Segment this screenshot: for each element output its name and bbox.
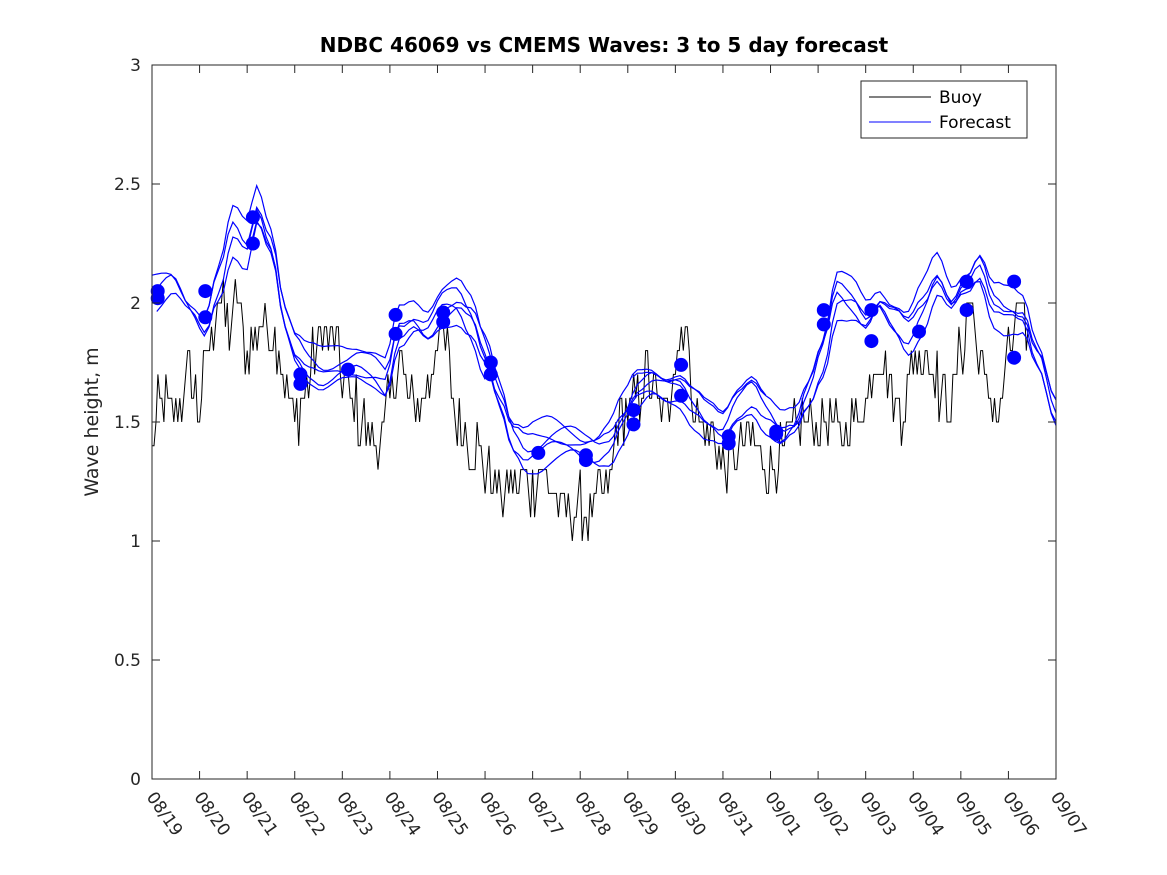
forecast-marker-12 — [436, 315, 451, 329]
forecast-marker-29 — [864, 334, 879, 349]
y-tick-label-5: 2.5 — [114, 175, 141, 195]
y-tick-label-4: 2 — [130, 294, 141, 314]
forecast-marker-19 — [626, 417, 641, 432]
forecast-marker-13 — [483, 355, 498, 370]
legend: Buoy Forecast — [860, 80, 1028, 139]
legend-label-forecast: Forecast — [939, 113, 1011, 133]
forecast-marker-30 — [912, 324, 926, 339]
forecast-line-3 — [203, 183, 1057, 444]
forecast-marker-3 — [198, 310, 213, 325]
buoy-line — [152, 279, 1029, 542]
forecast-line-7 — [774, 264, 1057, 444]
forecast-marker-9 — [388, 307, 403, 322]
forecast-line-4 — [251, 219, 486, 397]
forecast-marker-33 — [1007, 274, 1022, 289]
forecast-marker-27 — [816, 317, 831, 332]
legend-label-buoy: Buoy — [939, 88, 982, 108]
forecast-marker-8 — [341, 362, 355, 377]
forecast-marker-31 — [959, 274, 974, 289]
y-axis-label: Wave height, m — [81, 347, 103, 496]
forecast-series — [151, 183, 1057, 475]
forecast-marker-20 — [674, 357, 689, 372]
forecast-marker-18 — [626, 403, 641, 418]
forecast-marker-2 — [198, 284, 213, 299]
forecast-marker-21 — [674, 388, 689, 403]
y-tick-label-3: 1.5 — [114, 413, 141, 433]
forecast-marker-23 — [721, 436, 736, 451]
y-tick-label-2: 1 — [130, 532, 141, 552]
forecast-markers — [150, 210, 1022, 468]
y-tick-label-0: 0 — [130, 770, 141, 790]
forecast-marker-25 — [769, 426, 784, 441]
forecast-marker-28 — [864, 303, 879, 318]
axes-background — [152, 65, 1056, 779]
forecast-line-6 — [632, 371, 767, 415]
forecast-marker-5 — [245, 236, 260, 251]
buoy-series — [152, 279, 1029, 542]
forecast-line-5 — [442, 301, 686, 453]
forecast-marker-15 — [531, 445, 546, 460]
forecast-marker-7 — [293, 376, 308, 391]
forecast-line-1 — [151, 205, 1057, 446]
y-tick-label-1: 0.5 — [114, 651, 141, 671]
forecast-marker-1 — [150, 291, 165, 306]
chart-title: NDBC 46069 vs CMEMS Waves: 3 to 5 day fo… — [320, 33, 889, 57]
forecast-line-0 — [151, 207, 1057, 464]
forecast-marker-17 — [578, 453, 593, 468]
forecast-marker-34 — [1007, 350, 1022, 365]
forecast-marker-26 — [816, 303, 831, 318]
legend-box — [860, 80, 1028, 139]
y-tick-label-6: 3 — [130, 56, 141, 76]
forecast-marker-14 — [483, 367, 498, 382]
forecast-marker-10 — [388, 326, 403, 341]
forecast-marker-4 — [245, 210, 260, 225]
forecast-marker-32 — [959, 303, 974, 318]
forecast-line-2 — [156, 221, 1057, 475]
